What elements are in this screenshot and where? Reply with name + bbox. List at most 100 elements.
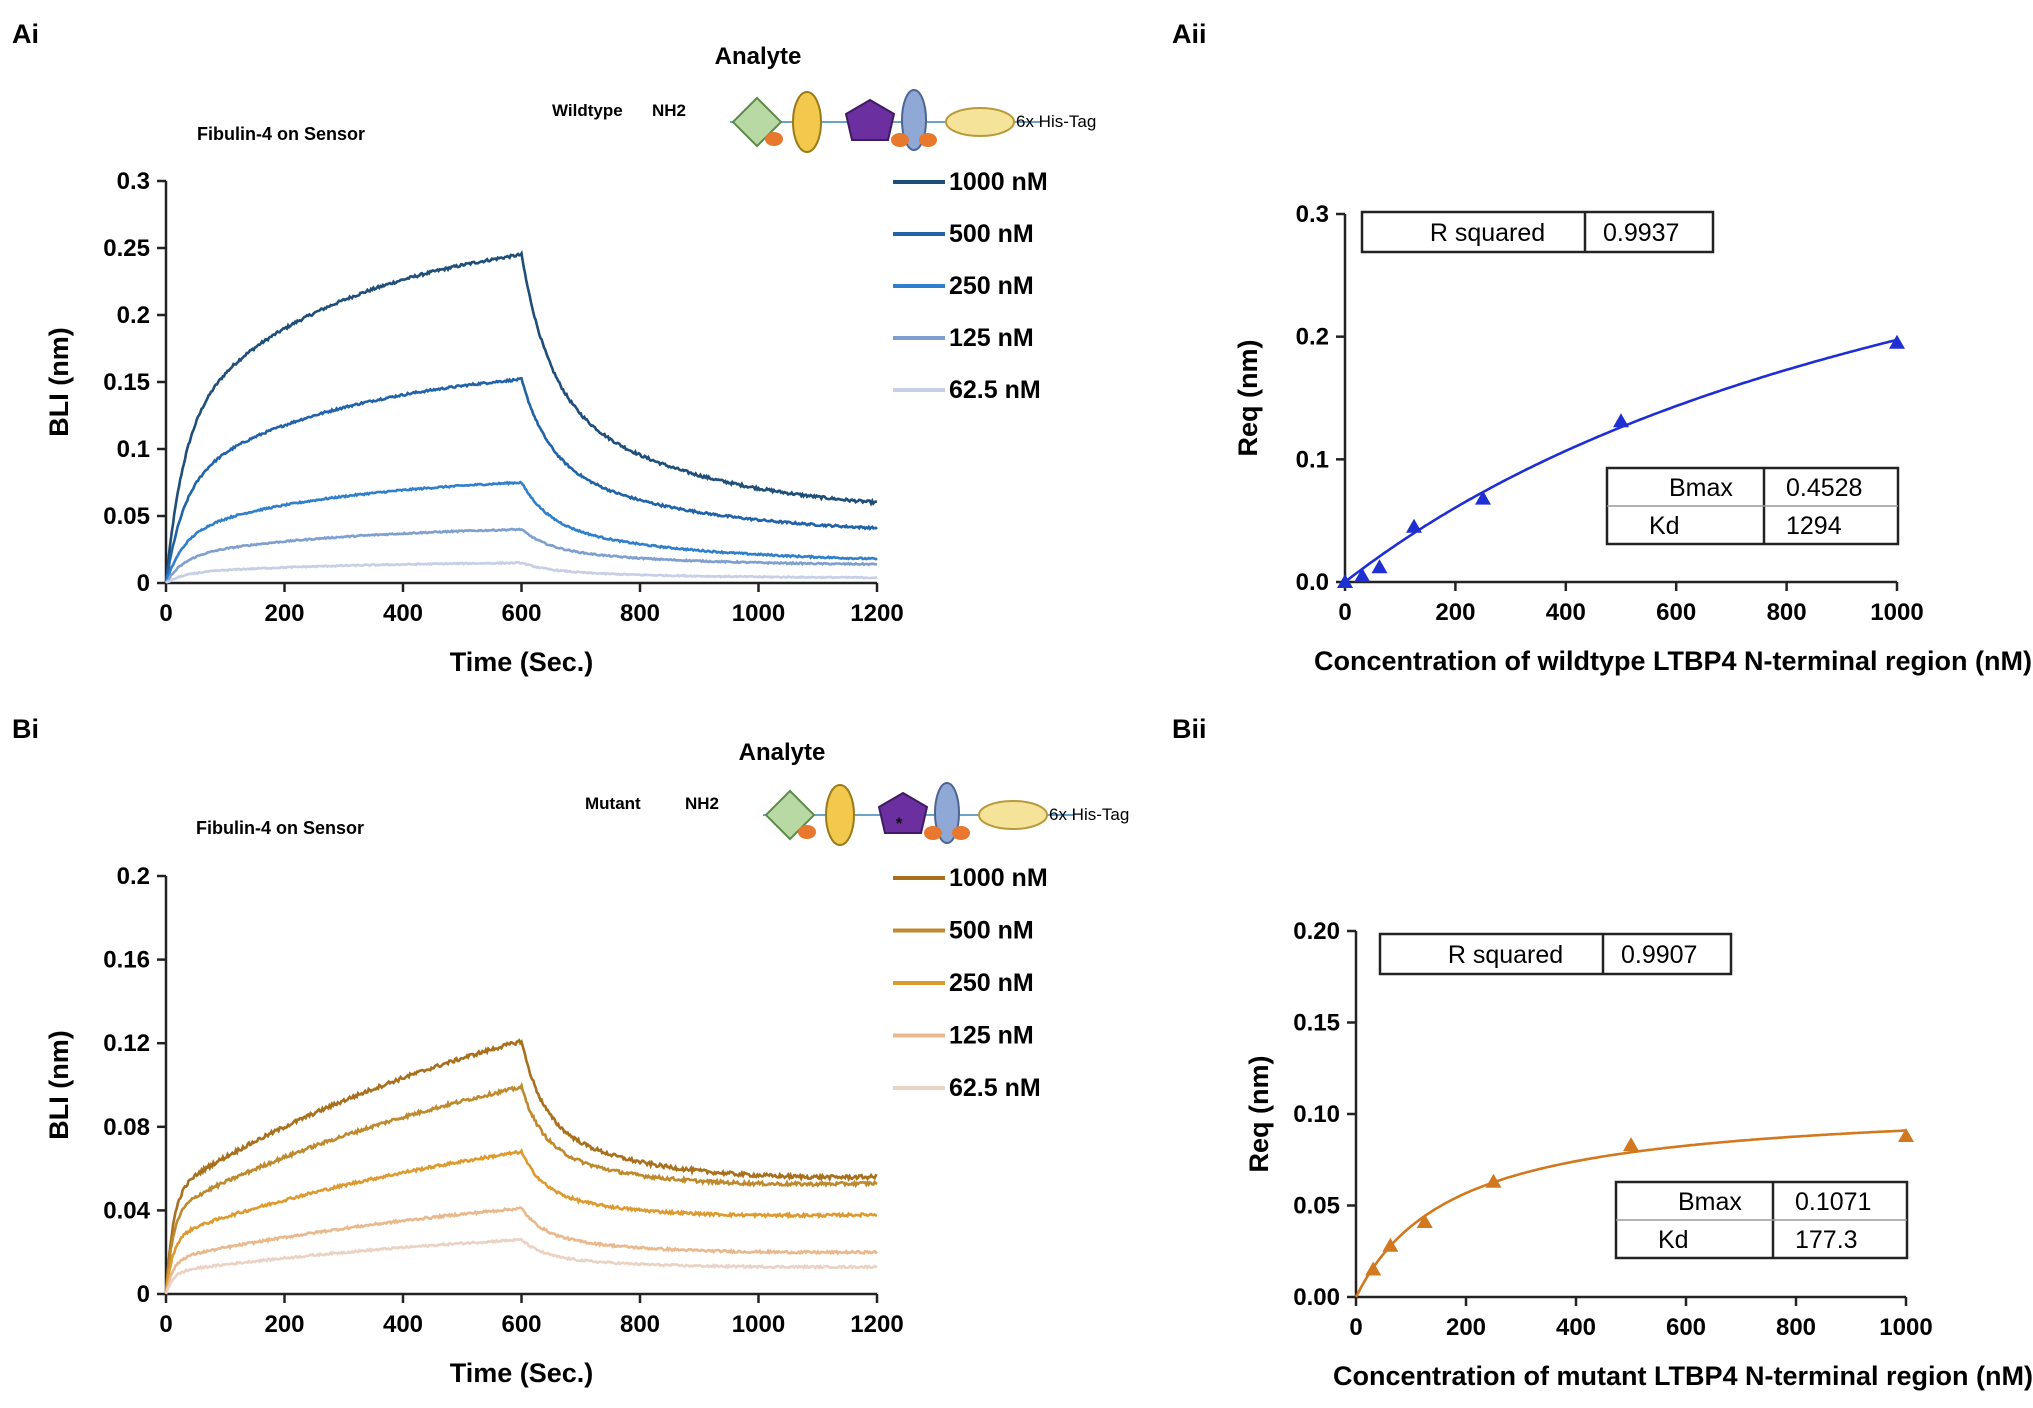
construct-name: Wildtype xyxy=(552,101,623,120)
param-label-kd: Kd xyxy=(1658,1226,1689,1254)
legend-label: 500 nM xyxy=(949,220,1034,248)
r-squared-value: 0.9937 xyxy=(1603,219,1679,247)
legend-label: 500 nM xyxy=(949,917,1034,945)
y-tick-label: 0.00 xyxy=(1293,1284,1340,1311)
domain-dot xyxy=(798,825,816,839)
analyte-title: Analyte xyxy=(715,43,802,70)
x-tick-label: 800 xyxy=(620,1311,660,1338)
x-tick-label: 200 xyxy=(264,600,304,627)
series-line-500-nM xyxy=(164,376,878,583)
x-tick-label: 400 xyxy=(383,600,423,627)
y-tick-label: 0.0 xyxy=(1296,569,1329,596)
x-tick-label: 800 xyxy=(620,600,660,627)
data-point xyxy=(1475,490,1491,505)
his-tag-label: 6x His-Tag xyxy=(1016,112,1096,131)
fit-curve xyxy=(1344,338,1898,584)
x-tick-label: 400 xyxy=(1546,599,1586,626)
y-tick-label: 0.10 xyxy=(1293,1101,1340,1128)
x-tick-label: 1000 xyxy=(1879,1314,1932,1341)
r-squared-table xyxy=(1360,210,1715,254)
domain-dot xyxy=(952,826,970,840)
sensor-label: Fibulin-4 on Sensor xyxy=(197,124,365,144)
panel-label: Bi xyxy=(12,714,39,744)
param-label-bmax: Bmax xyxy=(1678,1188,1742,1216)
x-axis-title: Time (Sec.) xyxy=(450,1358,594,1388)
param-label-kd: Kd xyxy=(1649,512,1680,540)
domain-oval xyxy=(792,91,822,153)
x-tick-label: 1200 xyxy=(850,600,903,627)
x-tick-label: 200 xyxy=(1435,599,1475,626)
x-axis-title: Concentration of wildtype LTBP4 N-termin… xyxy=(1314,646,2032,676)
x-tick-label: 800 xyxy=(1776,1314,1816,1341)
legend-label: 62.5 nM xyxy=(949,376,1041,404)
panel-Aii: Aii 0 200 400 600 800 1000 0.0 0.1 0.2 0.3 Concentr… xyxy=(1172,19,2032,676)
x-tick-label: 400 xyxy=(1556,1314,1596,1341)
domain-pentagon xyxy=(877,791,929,834)
y-tick-label: 0.1 xyxy=(117,436,150,463)
x-tick-label: 800 xyxy=(1767,599,1807,626)
domain-oval-blue xyxy=(934,782,960,844)
y-axis-title: BLI (nm) xyxy=(44,1030,74,1139)
x-tick-label: 1000 xyxy=(732,600,785,627)
panel-Bi: Bi 0 200 400 600 800 1000 1200 0 0.04 0.08 0.12 0.16… xyxy=(12,714,1129,1388)
r-squared-label: R squared xyxy=(1430,219,1545,247)
x-tick-label: 0 xyxy=(159,1311,172,1338)
series-line-250-nM xyxy=(164,1147,878,1295)
y-tick-label: 0.05 xyxy=(103,503,150,530)
x-tick-label: 600 xyxy=(1666,1314,1706,1341)
construct-terminus: NH2 xyxy=(652,101,686,120)
x-tick-label: 200 xyxy=(1446,1314,1486,1341)
x-tick-label: 200 xyxy=(264,1311,304,1338)
x-tick-label: 1200 xyxy=(850,1311,903,1338)
y-tick-label: 0.05 xyxy=(1293,1193,1340,1220)
his-tag-label: 6x His-Tag xyxy=(1049,805,1129,824)
y-axis-title: Req (nm) xyxy=(1244,1056,1274,1173)
domain-dot xyxy=(891,133,909,147)
domain-dot xyxy=(919,133,937,147)
legend-label: 1000 nM xyxy=(949,864,1048,892)
param-value-kd: 1294 xyxy=(1786,512,1842,540)
legend-label: 250 nM xyxy=(949,272,1034,300)
legend-label: 62.5 nM xyxy=(949,1074,1041,1102)
series-line-125-nM xyxy=(165,527,878,584)
data-point xyxy=(1898,1127,1914,1142)
x-tick-label: 1000 xyxy=(1870,599,1923,626)
domain-oval-blue xyxy=(901,89,927,151)
data-point xyxy=(1382,1237,1399,1252)
data-point xyxy=(1485,1173,1502,1188)
legend-label: 125 nM xyxy=(949,1022,1034,1050)
data-point xyxy=(1623,1137,1639,1152)
y-tick-label: 0 xyxy=(137,1281,150,1308)
panel-label: Bii xyxy=(1172,714,1207,744)
x-tick-label: 0 xyxy=(159,600,172,627)
his-tag-ellipse xyxy=(945,107,1015,137)
analyte-title: Analyte xyxy=(739,739,826,766)
param-value-bmax: 0.1071 xyxy=(1795,1188,1871,1216)
y-tick-label: 0.08 xyxy=(103,1114,150,1141)
domain-pentagon xyxy=(844,98,896,141)
x-axis-title: Time (Sec.) xyxy=(450,647,594,677)
x-axis-title: Concentration of mutant LTBP4 N-terminal… xyxy=(1333,1361,2033,1391)
data-point xyxy=(1337,574,1353,588)
fit-curve xyxy=(1354,1129,1907,1298)
series-line-500-nM xyxy=(164,1081,878,1294)
domain-dot xyxy=(765,132,783,146)
legend-label: 125 nM xyxy=(949,324,1034,352)
y-tick-label: 0.15 xyxy=(1293,1010,1340,1037)
series-line-1000-nM xyxy=(164,250,878,583)
r-squared-table xyxy=(1378,932,1733,976)
y-tick-label: 0.2 xyxy=(117,863,150,890)
series-line-62-5-nM xyxy=(164,1237,878,1295)
construct-name: Mutant xyxy=(585,794,641,813)
panel-label: Aii xyxy=(1172,19,1207,49)
r-squared-value: 0.9907 xyxy=(1621,941,1697,969)
panel-label: Ai xyxy=(12,19,39,49)
y-axis-title: BLI (nm) xyxy=(44,327,74,436)
data-point xyxy=(1354,567,1371,582)
his-tag-ellipse xyxy=(978,800,1048,830)
y-axis-title: Req (nm) xyxy=(1233,340,1263,457)
y-tick-label: 0.15 xyxy=(103,369,150,396)
y-tick-label: 0.16 xyxy=(103,947,150,974)
x-tick-label: 0 xyxy=(1338,599,1351,626)
